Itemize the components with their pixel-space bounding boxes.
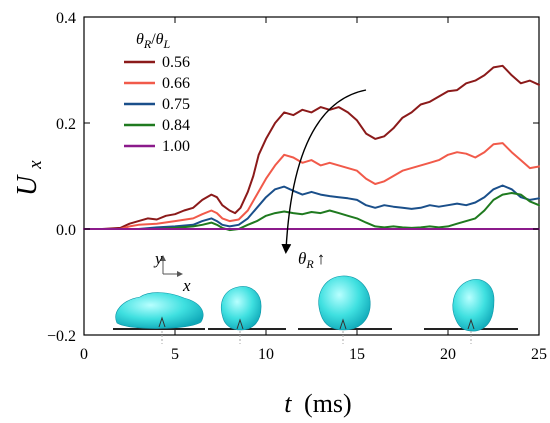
x-axis-unit: (ms) [304, 389, 352, 418]
inset-y-label: y [153, 249, 163, 268]
y-axis-base: U [12, 174, 43, 196]
x-tick-label: 25 [531, 346, 547, 363]
legend-label-1.00: 1.00 [162, 138, 190, 155]
droplet-snapshot-2 [208, 286, 286, 344]
trend-arrow-glyph: ↑ [317, 249, 326, 268]
trend-arrow [281, 89, 367, 254]
y-tick-label: 0.4 [56, 10, 76, 27]
trend-sym: θ [298, 249, 306, 268]
inset-x-label: x [182, 276, 191, 295]
legend-label-0.56: 0.56 [162, 54, 190, 71]
ticks-layer: 0 5 10 15 20 25 −0.2 0.0 0.2 0.4 [47, 10, 547, 363]
droplet-snapshot-4 [424, 279, 518, 344]
x-tick-label: 20 [440, 346, 456, 363]
legend-label-0.75: 0.75 [162, 96, 190, 113]
trend-sub: R [305, 257, 314, 271]
legend: 0.56 0.66 0.75 0.84 1.00 [124, 54, 190, 155]
y-tick-label: −0.2 [47, 328, 76, 345]
droplet-snapshot-1 [113, 292, 205, 344]
y-axis-sub: x [25, 160, 46, 170]
x-tick-label: 10 [258, 346, 274, 363]
legend-title-sep: / [151, 31, 156, 48]
x-axis-title: t (ms) [284, 389, 351, 418]
y-tick-label: 0.2 [56, 116, 76, 133]
legend-label-0.84: 0.84 [162, 117, 190, 134]
series-line-0.75 [83, 184, 540, 230]
series-line-0.84 [83, 192, 540, 232]
y-axis-title: U x [12, 160, 46, 196]
droplet-snapshots [113, 275, 518, 344]
legend-title: θR/θL [136, 31, 171, 51]
x-tick-label: 15 [349, 346, 365, 363]
legend-title-a-sub: R [143, 37, 152, 51]
x-tick-label: 5 [171, 346, 179, 363]
series-line-0.56 [83, 64, 540, 230]
legend-label-0.66: 0.66 [162, 75, 190, 92]
y-tick-label: 0.0 [56, 222, 76, 239]
trend-annotation: θR ↑ [298, 249, 325, 271]
legend-title-b: θ [156, 31, 164, 48]
series-line-0.66 [83, 142, 540, 230]
legend-title-b-sub: L [163, 37, 171, 51]
inset-axes-indicator: y x [153, 249, 191, 295]
x-axis-var: t [284, 389, 292, 418]
plot-frame [83, 16, 540, 336]
data-marks-layer [83, 64, 540, 232]
x-tick-label: 0 [80, 346, 88, 363]
legend-title-a: θ [136, 31, 144, 48]
droplet-snapshot-3 [298, 275, 392, 344]
